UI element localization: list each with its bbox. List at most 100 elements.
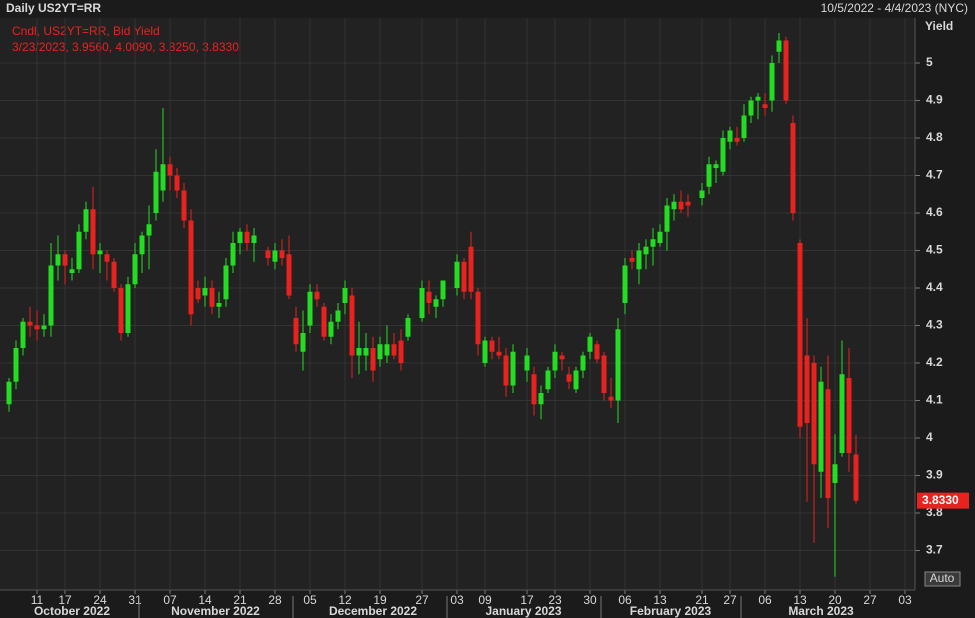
candle-body bbox=[531, 374, 537, 405]
candle-body bbox=[454, 261, 460, 288]
candle-body bbox=[349, 295, 355, 356]
x-tick-label: 17 bbox=[58, 593, 72, 607]
candle-body bbox=[636, 250, 642, 270]
candle-body bbox=[265, 250, 271, 258]
x-tick-label: 12 bbox=[338, 593, 352, 607]
last-value-box bbox=[917, 492, 969, 509]
y-tick-label: 4.1 bbox=[926, 393, 943, 407]
candle-body bbox=[76, 231, 82, 270]
candle-body bbox=[594, 344, 600, 360]
candle-body bbox=[83, 209, 89, 232]
candle-body bbox=[496, 351, 502, 356]
candle-body bbox=[307, 291, 313, 326]
candle-body bbox=[615, 329, 621, 401]
candle-body bbox=[293, 318, 299, 345]
candle-body bbox=[853, 454, 859, 501]
candle-body bbox=[727, 130, 733, 142]
candle-body bbox=[125, 284, 131, 333]
y-tick-label: 3.8 bbox=[926, 505, 943, 519]
auto-scale-label[interactable]: Auto bbox=[930, 571, 955, 585]
y-axis-title: Yield bbox=[925, 19, 953, 33]
candle-body bbox=[342, 288, 348, 303]
candle-body bbox=[776, 40, 782, 52]
candle-body bbox=[13, 348, 19, 382]
candle-body bbox=[790, 123, 796, 213]
x-tick-label: 21 bbox=[695, 593, 709, 607]
candle-body bbox=[552, 351, 558, 371]
candle-body bbox=[545, 370, 551, 390]
candle-body bbox=[524, 355, 530, 371]
candle-body bbox=[713, 164, 719, 168]
candle-body bbox=[566, 374, 572, 382]
auto-scale-button[interactable] bbox=[924, 571, 961, 587]
y-tick-label: 5 bbox=[926, 55, 933, 69]
candle-body bbox=[251, 235, 257, 243]
candle-body bbox=[118, 288, 124, 333]
candle-body bbox=[167, 164, 173, 176]
candle-body bbox=[601, 355, 607, 393]
candle-body bbox=[405, 318, 411, 337]
y-tick-label: 4.3 bbox=[926, 318, 943, 332]
candle-body bbox=[356, 348, 362, 356]
candle-body bbox=[132, 254, 138, 285]
candle-body bbox=[755, 96, 761, 101]
candle-body bbox=[510, 351, 516, 386]
candle-body bbox=[426, 291, 432, 303]
candle-body bbox=[55, 254, 61, 266]
candle-body bbox=[181, 190, 187, 221]
y-tick-label: 3.9 bbox=[926, 468, 943, 482]
x-tick-label: 11 bbox=[31, 593, 44, 607]
candle-body bbox=[314, 291, 320, 300]
candle-body bbox=[97, 250, 103, 255]
candle-body bbox=[622, 265, 628, 303]
candle-body bbox=[41, 325, 47, 330]
candle-body bbox=[846, 378, 852, 453]
x-tick-label: 24 bbox=[93, 593, 107, 607]
legend-values: 3/23/2023, 3.9560, 4.0090, 3.8250, 3.833… bbox=[12, 40, 239, 54]
x-tick-label: 17 bbox=[520, 593, 534, 607]
candle-body bbox=[209, 288, 215, 307]
x-tick-label: 03 bbox=[898, 593, 912, 607]
candle-body bbox=[811, 363, 817, 465]
y-tick-label: 4 bbox=[926, 430, 933, 444]
x-tick-label: 07 bbox=[163, 593, 177, 607]
candle-body bbox=[804, 355, 810, 423]
x-tick-label: 20 bbox=[828, 593, 842, 607]
candle-body bbox=[377, 344, 383, 360]
x-tick-label: 13 bbox=[793, 593, 807, 607]
candle-body bbox=[146, 224, 152, 236]
month-label: November 2022 bbox=[171, 604, 260, 618]
candle-body bbox=[370, 348, 376, 371]
x-tick-label: 27 bbox=[723, 593, 737, 607]
candle-body bbox=[699, 190, 705, 198]
candle-body bbox=[475, 291, 481, 345]
candle-body bbox=[104, 254, 110, 262]
x-tick-label: 14 bbox=[198, 593, 212, 607]
candle-body bbox=[832, 464, 838, 483]
candle-body bbox=[741, 115, 747, 138]
candle-body bbox=[391, 344, 397, 356]
candle-body bbox=[335, 310, 341, 322]
candle-body bbox=[6, 381, 12, 405]
candle-body bbox=[433, 299, 439, 307]
month-label: December 2022 bbox=[329, 604, 417, 618]
x-tick-label: 19 bbox=[373, 593, 387, 607]
y-tick-label: 4.7 bbox=[926, 168, 943, 182]
candle-body bbox=[573, 370, 579, 390]
y-tick-label: 4.6 bbox=[926, 205, 943, 219]
x-tick-label: 30 bbox=[583, 593, 597, 607]
candle-body bbox=[223, 265, 229, 300]
x-tick-label: 09 bbox=[478, 593, 492, 607]
month-label: February 2023 bbox=[630, 604, 712, 618]
candle-body bbox=[34, 325, 40, 330]
candle-body bbox=[216, 303, 222, 307]
x-tick-label: 28 bbox=[268, 593, 282, 607]
month-label: October 2022 bbox=[34, 604, 110, 618]
candle-body bbox=[643, 246, 649, 255]
candle-body bbox=[174, 175, 180, 191]
x-tick-label: 05 bbox=[303, 593, 317, 607]
candle-body bbox=[328, 321, 334, 337]
candle-body bbox=[69, 269, 75, 273]
